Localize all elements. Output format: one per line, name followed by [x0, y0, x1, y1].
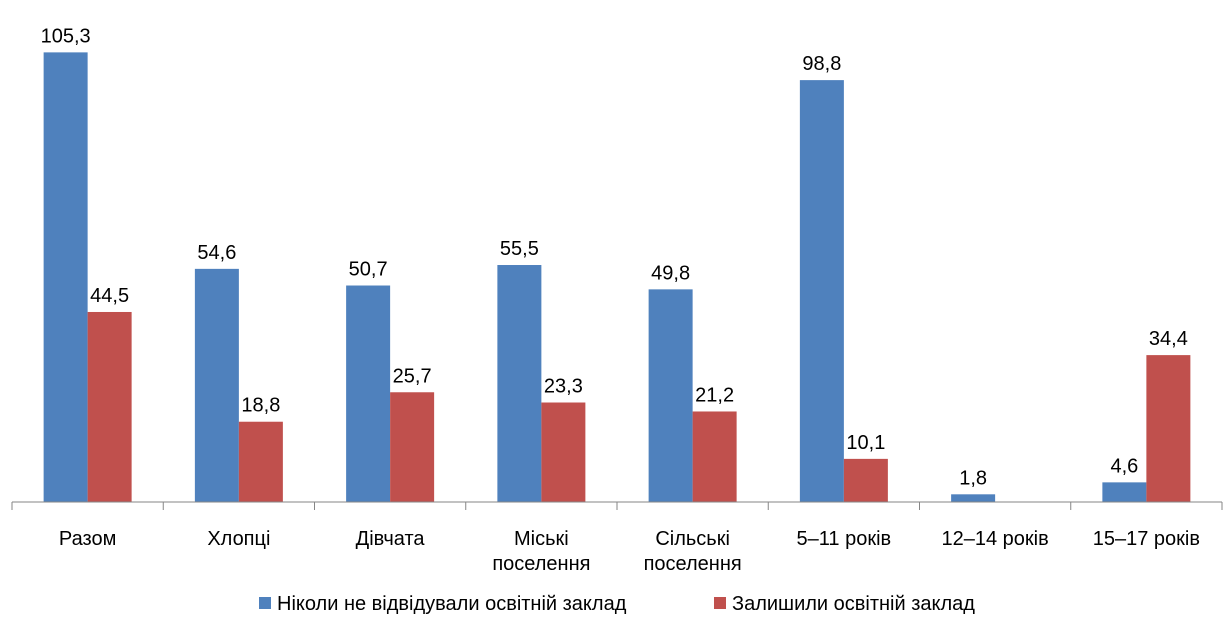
x-tick-label: 12–14 років	[942, 528, 1049, 550]
legend-label-series-2: Залишили освітній заклад	[732, 593, 975, 615]
data-label-series-2: 21,2	[695, 384, 734, 406]
x-tick-label: 15–17 років	[1093, 528, 1200, 550]
bar-series-1	[1102, 482, 1147, 502]
legend: Ніколи не відвідували освітній заклад За…	[259, 593, 975, 615]
data-label-series-1: 49,8	[651, 262, 690, 284]
x-tick-label: поселення	[644, 553, 742, 575]
value-labels-group: 105,3 44,5 54,6 18,8 50,7 25,7 55,5 23,3 49,8 21,…	[41, 25, 1188, 489]
bar-series-2	[541, 402, 586, 502]
legend-label-series-1: Ніколи не відвідували освітній заклад	[277, 593, 627, 615]
data-label-series-1: 4,6	[1110, 455, 1138, 477]
data-label-series-2: 10,1	[846, 432, 885, 454]
x-tick-label: Хлопці	[207, 528, 270, 550]
bar-series-1	[497, 265, 542, 502]
bar-series-1	[799, 80, 844, 503]
x-tick-label: Сільські	[655, 528, 730, 550]
legend-swatch-series-1	[259, 597, 271, 609]
category-labels-group: Разом Хлопці Дівчата Міські поселення Сільськ…	[59, 528, 1200, 575]
x-tick-label: Міські	[514, 528, 569, 550]
x-tick-label: 5–11 років	[797, 528, 892, 550]
data-label-series-2: 34,4	[1149, 328, 1188, 350]
bar-series-1	[648, 289, 693, 502]
bars-group	[43, 52, 1191, 503]
bar-series-2	[390, 392, 435, 502]
data-label-series-1: 50,7	[349, 259, 388, 281]
bar-series-1	[346, 285, 391, 502]
data-label-series-1: 1,8	[959, 467, 987, 489]
data-label-series-1: 105,3	[41, 25, 91, 47]
data-label-series-2: 44,5	[90, 285, 129, 307]
bar-series-2	[692, 411, 737, 502]
bar-series-1	[194, 268, 239, 502]
x-tick-label: Дівчата	[356, 528, 426, 550]
data-label-series-2: 23,3	[544, 376, 583, 398]
data-label-series-1: 98,8	[802, 53, 841, 75]
bar-series-2	[87, 311, 132, 502]
bar-series-2	[843, 458, 888, 502]
data-label-series-2: 18,8	[241, 395, 280, 417]
legend-swatch-series-2	[714, 597, 726, 609]
x-tick-label: поселення	[492, 553, 590, 575]
data-label-series-1: 55,5	[500, 238, 539, 260]
data-label-series-1: 54,6	[197, 242, 236, 264]
bar-series-2	[1146, 355, 1191, 502]
bar-series-1	[951, 494, 996, 502]
x-tick-label: Разом	[59, 528, 116, 550]
bar-series-1	[43, 52, 88, 503]
data-label-series-2: 25,7	[393, 365, 432, 387]
x-axis-ticks-group	[11, 502, 1223, 510]
bar-series-2	[238, 421, 283, 502]
